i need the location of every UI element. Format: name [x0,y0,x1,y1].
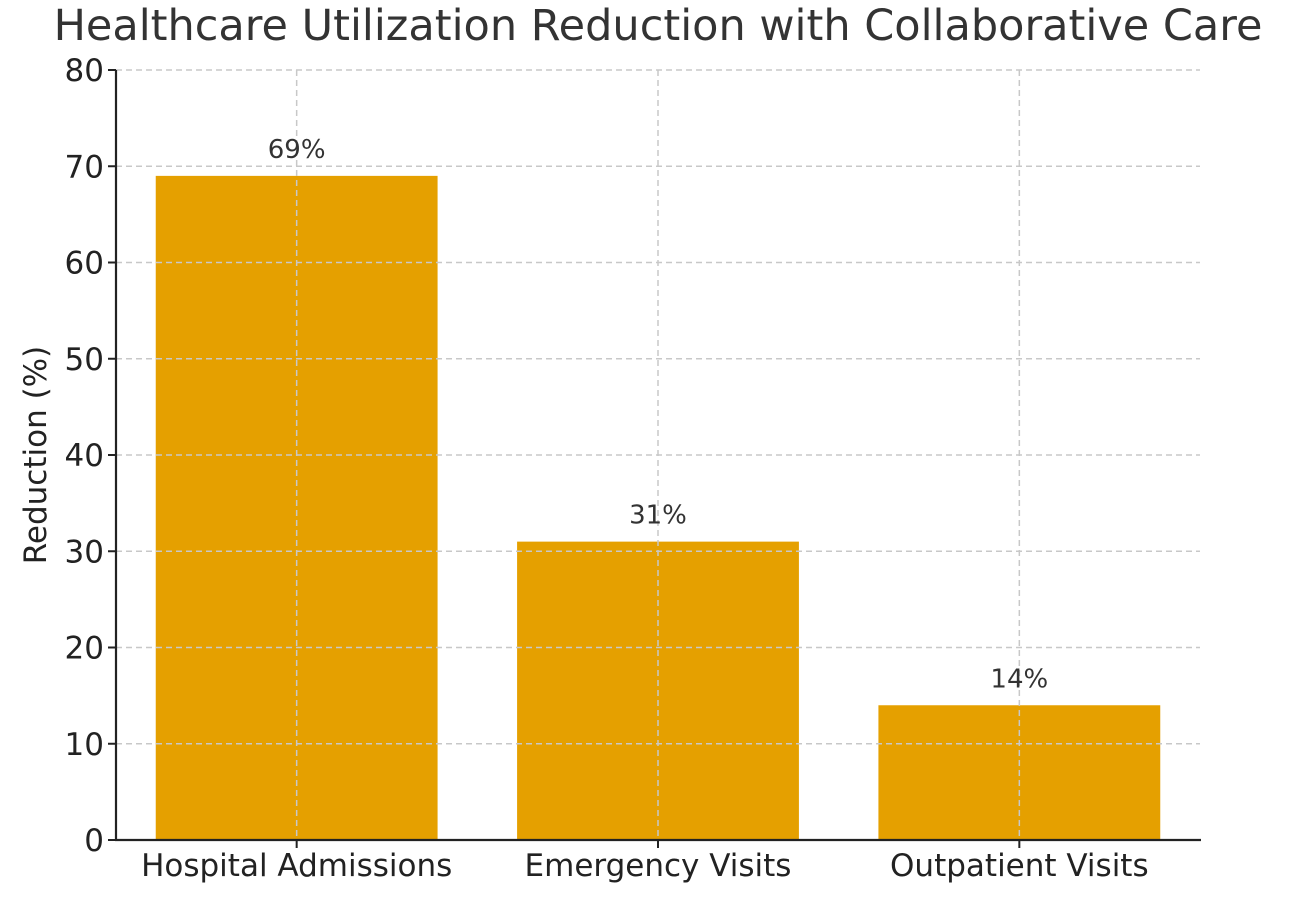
y-axis-label: Reduction (%) [18,346,54,564]
x-tick-label: Outpatient Visits [890,848,1149,884]
y-tick-label: 80 [65,53,104,89]
y-tick-label: 0 [84,823,104,859]
chart-title: Healthcare Utilization Reduction with Co… [54,1,1263,51]
x-tick-label: Emergency Visits [525,848,792,884]
y-tick-label: 70 [65,149,104,185]
y-tick-label: 50 [65,342,104,378]
y-tick-label: 10 [65,727,104,763]
data-label: 31% [629,501,687,531]
y-tick-label: 60 [65,246,104,282]
bar-hospital-admissions [155,175,438,840]
y-tick-label: 20 [65,631,104,667]
x-tick-label: Hospital Admissions [141,848,452,884]
data-label: 14% [990,664,1048,694]
y-tick-label: 40 [65,438,104,474]
y-tick-label: 30 [65,534,104,570]
data-label: 69% [268,135,326,165]
